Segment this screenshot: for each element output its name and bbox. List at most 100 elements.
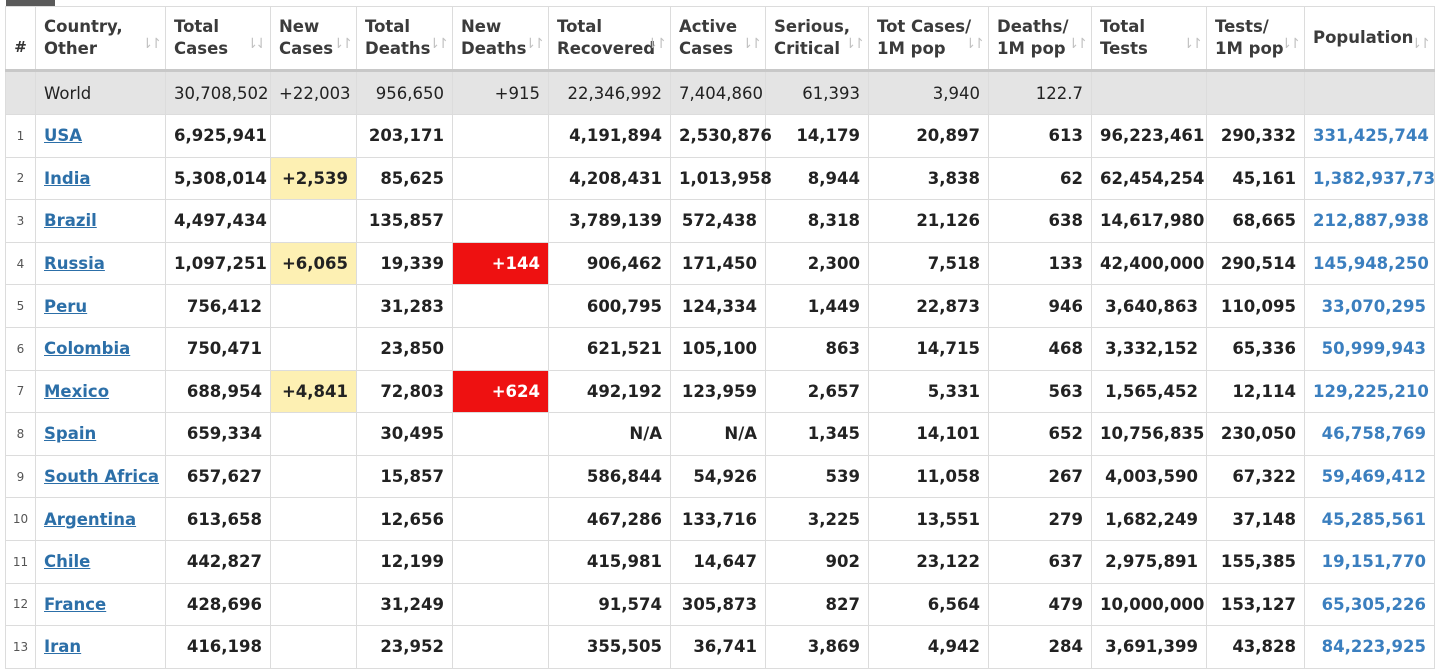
cell-cases-per-m: 23,122 (868, 539, 989, 584)
cell-population: 65,305,226 (1304, 582, 1435, 627)
cell-total-cases: 442,827 (165, 539, 271, 584)
country-link[interactable]: Argentina (44, 509, 137, 529)
cell-country: India (35, 156, 166, 201)
country-link[interactable]: South Africa (44, 467, 160, 487)
cell-population: 129,225,210 (1304, 369, 1435, 414)
sort-arrows-icon[interactable]: ⇂↾ (646, 36, 668, 52)
sort-arrows-icon[interactable]: ⇂⇃ (246, 36, 268, 52)
country-link[interactable]: USA (44, 126, 83, 146)
sort-arrows-icon[interactable]: ⇂↾ (524, 36, 546, 52)
cell-deaths-per-m: 479 (988, 582, 1092, 627)
cell-serious: 827 (765, 582, 869, 627)
cell-active-cases: 572,438 (670, 199, 766, 243)
column-header-serious[interactable]: Serious, Critical ⇂↾ (765, 6, 869, 72)
column-header-active-cases[interactable]: Active Cases ⇂↾ (670, 6, 766, 72)
cell-total-recovered: 415,981 (548, 539, 671, 584)
cell-country: South Africa (35, 454, 166, 499)
sort-arrows-icon[interactable]: ⇂↾ (741, 36, 763, 52)
cell-active-cases: 171,450 (670, 241, 766, 286)
cell-tests-per-m: 153,127 (1206, 582, 1305, 627)
world-cell-country: World (35, 70, 166, 115)
column-header-country[interactable]: Country, Other ⇂↾ (35, 6, 166, 72)
column-header-total-cases[interactable]: Total Cases ⇂⇃ (165, 6, 271, 72)
cell-new-cases (270, 284, 357, 328)
cell-population: 59,469,412 (1304, 454, 1435, 499)
column-header-total-deaths[interactable]: Total Deaths ⇂↾ (356, 6, 453, 72)
cell-cases-per-m: 21,126 (868, 199, 989, 243)
cell-population: 84,223,925 (1304, 625, 1435, 669)
world-cell-new-deaths: +915 (452, 70, 549, 115)
cell-new-deaths: +144 (452, 241, 549, 286)
table-row: 9 South Africa 657,627 15,857 586,844 54,926 5… (5, 454, 1435, 499)
country-link[interactable]: India (44, 168, 91, 188)
column-header-tests-per-m[interactable]: Tests/ 1M pop ⇂↾ (1206, 6, 1305, 72)
column-header-idx: # (5, 6, 36, 72)
column-header-label: Tot Cases/ 1M pop (877, 17, 972, 58)
cell-total-cases: 6,925,941 (165, 114, 271, 158)
column-header-population[interactable]: Population ⇂↾ (1304, 6, 1435, 72)
column-header-new-deaths[interactable]: New Deaths ⇂↾ (452, 6, 549, 72)
cell-total-deaths: 15,857 (356, 454, 453, 499)
column-header-label: New Cases (279, 17, 334, 58)
country-link[interactable]: Iran (44, 637, 82, 657)
cell-new-deaths (452, 412, 549, 456)
column-header-deaths-per-m[interactable]: Deaths/ 1M pop ⇂↾ (988, 6, 1092, 72)
sort-arrows-icon[interactable]: ⇂↾ (332, 36, 354, 52)
cell-total-cases: 613,658 (165, 497, 271, 541)
column-header-label: Total Recovered (557, 17, 656, 58)
cell-deaths-per-m: 284 (988, 625, 1092, 669)
cell-idx: 6 (5, 326, 36, 371)
column-header-label: Deaths/ 1M pop (997, 17, 1069, 58)
column-header-total-tests[interactable]: Total Tests ⇂↾ (1091, 6, 1207, 72)
cell-population: 1,382,937,730 (1304, 156, 1435, 201)
cell-tests-per-m: 290,332 (1206, 114, 1305, 158)
cell-active-cases: 1,013,958 (670, 156, 772, 201)
cell-total-deaths: 12,656 (356, 497, 453, 541)
column-header-cases-per-m[interactable]: Tot Cases/ 1M pop ⇂↾ (868, 6, 989, 72)
column-header-label: Total Deaths (365, 17, 431, 58)
table-row: 10 Argentina 613,658 12,656 467,286 133,716 3,… (5, 497, 1435, 541)
world-cell-total-recovered: 22,346,992 (548, 70, 671, 115)
cell-total-tests: 3,691,399 (1091, 625, 1207, 669)
cell-country: Russia (35, 241, 166, 286)
country-link[interactable]: France (44, 594, 107, 614)
cell-cases-per-m: 5,331 (868, 369, 989, 414)
cell-deaths-per-m: 133 (988, 241, 1092, 286)
world-cell-deaths-per-m: 122.7 (988, 70, 1092, 115)
column-header-label: Total Cases (174, 17, 229, 58)
cell-country: Iran (35, 625, 166, 669)
country-link[interactable]: Peru (44, 296, 88, 316)
cell-total-deaths: 31,249 (356, 582, 453, 627)
country-link[interactable]: Colombia (44, 339, 131, 359)
cell-total-tests: 10,000,000 (1091, 582, 1207, 627)
column-header-new-cases[interactable]: New Cases ⇂↾ (270, 6, 357, 72)
sort-arrows-icon[interactable]: ⇂↾ (141, 36, 163, 52)
world-cell-population (1304, 70, 1435, 115)
sort-arrows-icon[interactable]: ⇂↾ (964, 36, 986, 52)
cell-tests-per-m: 43,828 (1206, 625, 1305, 669)
country-link[interactable]: Spain (44, 424, 97, 444)
sort-arrows-icon[interactable]: ⇂↾ (1280, 36, 1302, 52)
cell-serious: 14,179 (765, 114, 869, 158)
column-header-total-recovered[interactable]: Total Recovered ⇂↾ (548, 6, 671, 72)
sort-arrows-icon[interactable]: ⇂↾ (1067, 36, 1089, 52)
country-link[interactable]: Brazil (44, 211, 97, 231)
cell-tests-per-m: 12,114 (1206, 369, 1305, 414)
cell-total-cases: 659,334 (165, 412, 271, 456)
country-link[interactable]: Mexico (44, 381, 110, 401)
sort-arrows-icon[interactable]: ⇂↾ (844, 36, 866, 52)
cell-active-cases: 14,647 (670, 539, 766, 584)
country-link[interactable]: Chile (44, 552, 91, 572)
cell-new-deaths (452, 199, 549, 243)
sort-arrows-icon[interactable]: ⇂↾ (1182, 36, 1204, 52)
table-row: 13 Iran 416,198 23,952 355,505 36,741 3,869 4,9… (5, 625, 1435, 669)
table-row: 7 Mexico 688,954 +4,841 72,803 +624 492,192 123… (5, 369, 1435, 414)
cell-deaths-per-m: 613 (988, 114, 1092, 158)
cell-new-cases (270, 412, 357, 456)
cell-cases-per-m: 13,551 (868, 497, 989, 541)
sort-arrows-icon[interactable]: ⇂↾ (1410, 36, 1432, 52)
cell-country: Mexico (35, 369, 166, 414)
sort-arrows-icon[interactable]: ⇂↾ (428, 36, 450, 52)
cell-idx: 11 (5, 539, 36, 584)
country-link[interactable]: Russia (44, 254, 105, 274)
